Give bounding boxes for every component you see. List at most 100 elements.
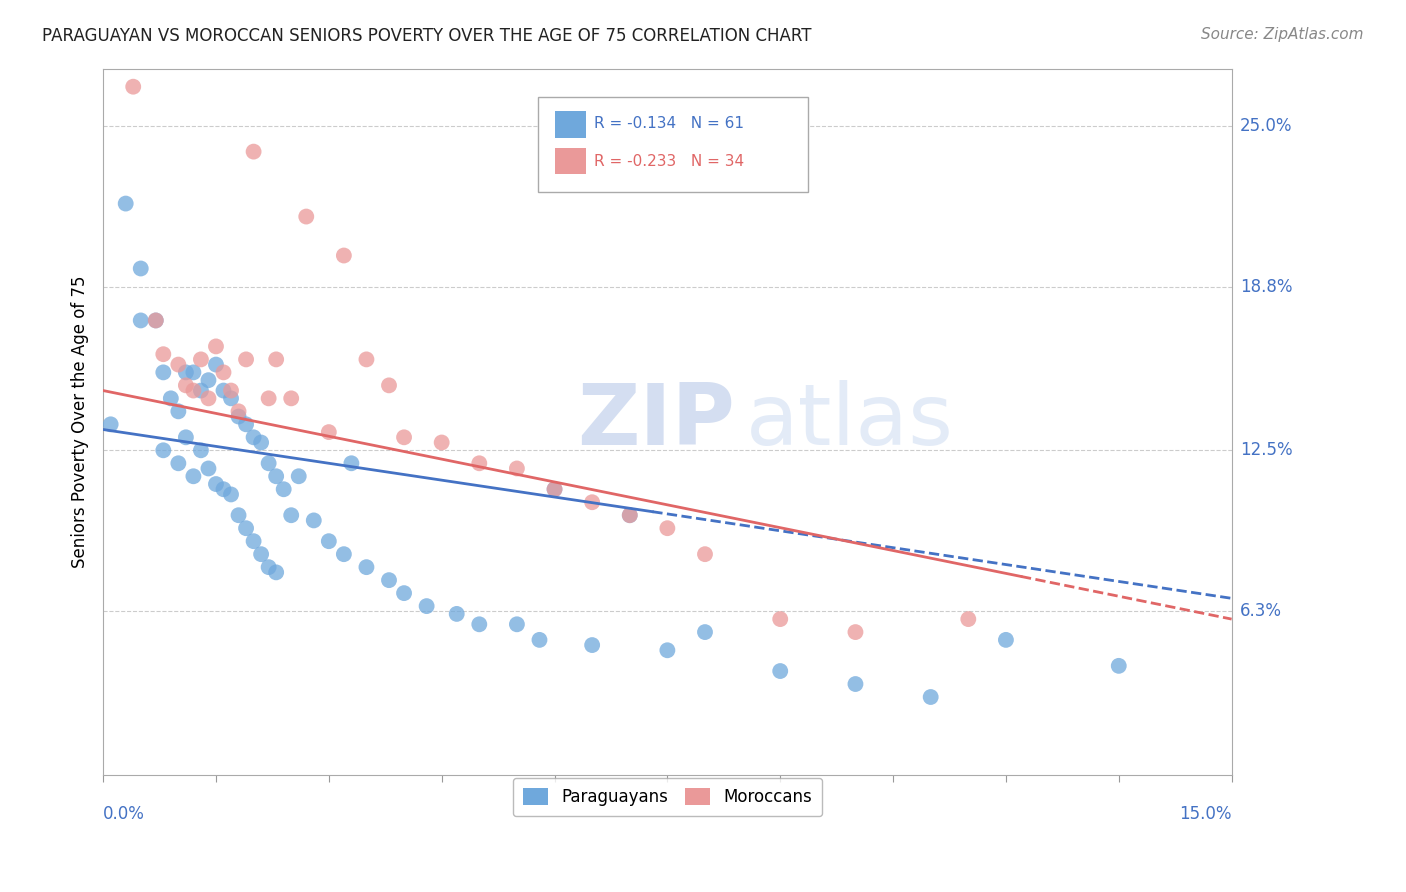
Point [228, 409, 250, 424]
Point [219, 487, 242, 501]
Point [280, 508, 302, 523]
Point [205, 358, 228, 372]
Point [581, 638, 603, 652]
Point [446, 607, 468, 621]
Point [264, 566, 287, 580]
Point [543, 482, 565, 496]
Point [264, 469, 287, 483]
Point [197, 461, 219, 475]
Point [392, 430, 415, 444]
Point [529, 632, 551, 647]
Point [273, 482, 295, 496]
Point [657, 521, 679, 535]
Legend: Paraguayans, Moroccans: Paraguayans, Moroccans [513, 778, 823, 816]
Point [506, 461, 529, 475]
Text: 15.0%: 15.0% [1180, 805, 1232, 823]
Point [920, 690, 942, 704]
Point [235, 417, 257, 432]
Point [378, 378, 401, 392]
Point [167, 358, 190, 372]
Point [392, 586, 415, 600]
Point [205, 339, 228, 353]
Point [183, 384, 205, 398]
Point [152, 347, 174, 361]
Text: PARAGUAYAN VS MOROCCAN SENIORS POVERTY OVER THE AGE OF 75 CORRELATION CHART: PARAGUAYAN VS MOROCCAN SENIORS POVERTY O… [42, 27, 811, 45]
Point [242, 145, 264, 159]
Point [257, 392, 280, 406]
Point [994, 632, 1017, 647]
Point [844, 625, 866, 640]
Point [693, 547, 716, 561]
Point [295, 210, 318, 224]
Point [378, 573, 401, 587]
Point [114, 196, 136, 211]
Y-axis label: Seniors Poverty Over the Age of 75: Seniors Poverty Over the Age of 75 [72, 276, 89, 568]
Point [250, 435, 273, 450]
Point [190, 443, 212, 458]
Point [152, 443, 174, 458]
Point [228, 404, 250, 418]
Point [356, 352, 378, 367]
Text: R = -0.134   N = 61: R = -0.134 N = 61 [593, 116, 744, 131]
Point [174, 365, 197, 379]
Point [212, 365, 235, 379]
Point [619, 508, 641, 523]
Text: 18.8%: 18.8% [1240, 277, 1292, 295]
Point [183, 365, 205, 379]
Point [257, 456, 280, 470]
Point [228, 508, 250, 523]
Text: R = -0.233   N = 34: R = -0.233 N = 34 [593, 154, 744, 169]
Point [333, 547, 356, 561]
Point [257, 560, 280, 574]
Point [174, 378, 197, 392]
Text: 6.3%: 6.3% [1240, 602, 1282, 620]
Point [769, 664, 792, 678]
Point [769, 612, 792, 626]
Text: 12.5%: 12.5% [1240, 442, 1292, 459]
Point [250, 547, 273, 561]
Point [145, 313, 167, 327]
Point [183, 469, 205, 483]
Point [302, 513, 325, 527]
Point [167, 456, 190, 470]
Point [122, 79, 145, 94]
Point [1108, 658, 1130, 673]
Point [581, 495, 603, 509]
Text: ZIP: ZIP [576, 380, 735, 463]
Point [152, 365, 174, 379]
Text: Source: ZipAtlas.com: Source: ZipAtlas.com [1201, 27, 1364, 42]
Text: atlas: atlas [747, 380, 955, 463]
Point [957, 612, 980, 626]
Point [129, 261, 152, 276]
Point [129, 313, 152, 327]
Point [197, 392, 219, 406]
Point [235, 521, 257, 535]
Point [167, 404, 190, 418]
Point [318, 425, 340, 439]
Point [145, 313, 167, 327]
Point [264, 352, 287, 367]
Point [197, 373, 219, 387]
Point [190, 352, 212, 367]
Point [242, 534, 264, 549]
Point [693, 625, 716, 640]
Point [100, 417, 122, 432]
Point [340, 456, 363, 470]
Point [212, 482, 235, 496]
Point [430, 435, 453, 450]
Point [543, 482, 565, 496]
Point [468, 456, 491, 470]
Point [287, 469, 309, 483]
Point [657, 643, 679, 657]
Point [219, 392, 242, 406]
Point [212, 384, 235, 398]
Point [468, 617, 491, 632]
FancyBboxPatch shape [554, 148, 586, 175]
Point [318, 534, 340, 549]
Text: 0.0%: 0.0% [103, 805, 145, 823]
FancyBboxPatch shape [554, 111, 586, 137]
Point [190, 384, 212, 398]
Point [356, 560, 378, 574]
Point [415, 599, 437, 614]
Point [242, 430, 264, 444]
